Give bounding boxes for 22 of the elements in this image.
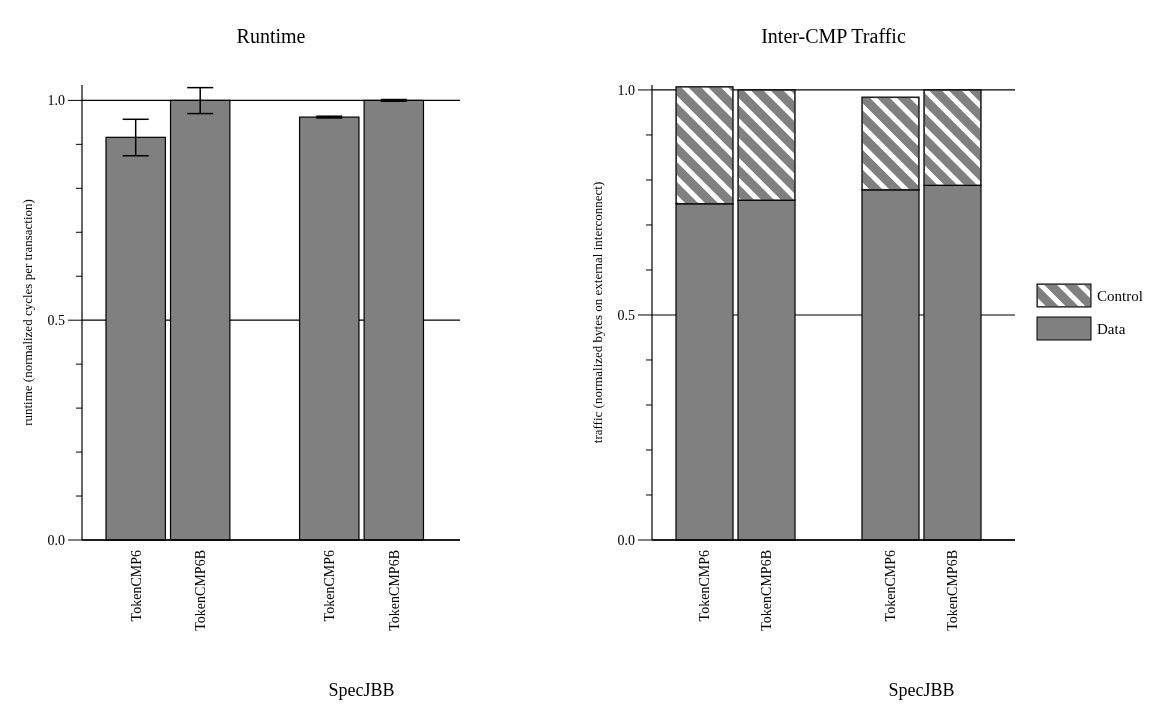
y-tick-label: 0.5 <box>617 307 635 323</box>
legend-label: Control <box>1097 288 1143 305</box>
y-tick-label: 0.0 <box>617 532 635 548</box>
x-tick-label: TokenCMP6 <box>883 550 899 622</box>
y-tick-label: 0.5 <box>47 313 65 329</box>
chart-title: Runtime <box>236 25 306 47</box>
x-tick-label: TokenCMP6 <box>697 550 713 622</box>
legend-label: Data <box>1097 321 1126 338</box>
x-tick-label: TokenCMP6 <box>128 550 144 622</box>
x-tick-label: TokenCMP6B <box>193 550 209 631</box>
y-tick-label: 0.0 <box>47 532 65 548</box>
text: SpecJBB <box>328 680 395 700</box>
y-tick-label: 1.0 <box>47 93 65 109</box>
chart-title: Inter-CMP Traffic <box>761 25 906 47</box>
x-tick-label: TokenCMP6B <box>945 550 961 631</box>
x-tick-label: TokenCMP6B <box>386 550 402 631</box>
y-axis-title: runtime (normalized cycles per transaction) <box>20 199 35 426</box>
x-tick-label: TokenCMP6 <box>322 550 338 622</box>
y-axis-title: traffic (normalized bytes on external interconnect) <box>590 181 605 444</box>
y-tick-label: 1.0 <box>617 82 635 98</box>
text: SpecJBB <box>888 680 955 700</box>
x-tick-label: TokenCMP6B <box>759 550 775 631</box>
